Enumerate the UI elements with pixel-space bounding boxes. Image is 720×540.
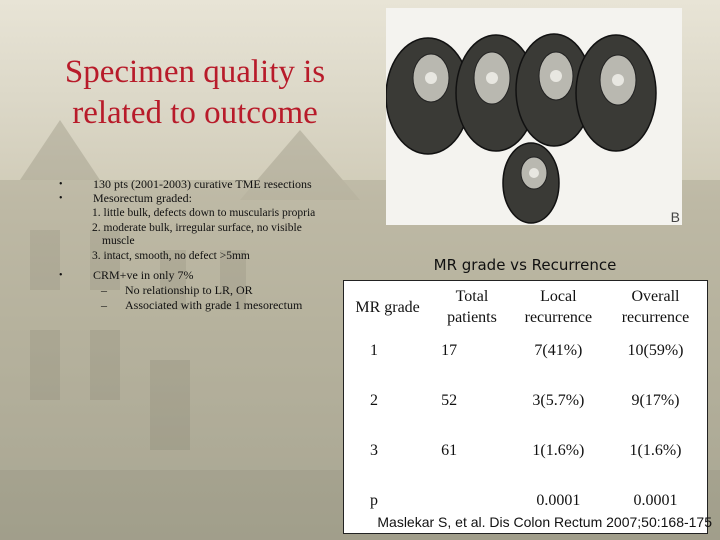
table-cell: 1(1.6%)	[532, 442, 585, 459]
specimen-slices-image	[385, 8, 682, 225]
table-cell: 0.0001	[536, 492, 581, 509]
bullet-text: 130 pts (2001-2003) curative TME resecti…	[93, 177, 312, 191]
dash-icon: –	[101, 283, 107, 297]
column-header: Total patients	[447, 288, 497, 326]
dash-icon: –	[101, 298, 107, 312]
results-table: MR grade Total patients Local recurrence…	[343, 280, 708, 534]
table-row: 3 61 1(1.6%) 1(1.6%)	[344, 433, 708, 483]
table-cell: 61	[441, 442, 458, 459]
photo-label: B	[670, 209, 680, 225]
table-title: MR grade vs Recurrence	[433, 256, 617, 274]
table-cell: 9(17%)	[631, 392, 680, 409]
bullet-item: • CRM+ve in only 7%	[55, 269, 320, 282]
bullet-item: • Mesorectum graded:	[55, 192, 320, 205]
specimen-photo: B	[385, 8, 682, 225]
slide-title: Specimen quality is related to outcome	[64, 54, 326, 131]
bullet-dot-icon: •	[59, 179, 63, 190]
table-cell: 1(1.6%)	[629, 442, 682, 459]
column-header: Overall recurrence	[621, 288, 690, 326]
grade-item: 2. moderate bulk, irregular surface, no …	[92, 222, 302, 247]
citation: Maslekar S, et al. Dis Colon Rectum 2007…	[377, 514, 712, 530]
crm-subitem-text: Associated with grade 1 mesorectum	[125, 298, 303, 312]
table-cell: 10(59%)	[627, 342, 684, 359]
table-row: 2 52 3(5.7%) 9(17%)	[344, 383, 708, 433]
table-header-row: MR grade Total patients Local recurrence…	[344, 281, 708, 334]
table-row: 1 17 7(41%) 10(59%)	[344, 333, 708, 383]
table-cell: 1	[370, 342, 378, 359]
table-cell: 17	[441, 342, 458, 359]
table-cell: p	[370, 492, 378, 509]
bullet-dot-icon: •	[59, 270, 63, 281]
table-cell: 52	[441, 392, 458, 409]
crm-subitem-text: No relationship to LR, OR	[125, 283, 253, 297]
crm-subitem: – No relationship to LR, OR	[55, 284, 320, 297]
table-cell: 3	[370, 442, 378, 459]
column-header: MR grade	[355, 298, 420, 316]
bullet-dot-icon: •	[59, 193, 63, 204]
table-cell: 0.0001	[633, 492, 678, 509]
bullet-list: • 130 pts (2001-2003) curative TME resec…	[55, 178, 320, 312]
bullet-text: Mesorectum graded:	[93, 191, 192, 205]
grade-item: 1. little bulk, defects down to muscular…	[92, 207, 316, 219]
column-header: Local recurrence	[524, 288, 593, 326]
crm-subitem: – Associated with grade 1 mesorectum	[55, 299, 320, 312]
table-cell: 3(5.7%)	[532, 392, 585, 409]
grade-item: 3. intact, smooth, no defect >5mm	[92, 250, 250, 262]
table-cell: 2	[370, 392, 378, 409]
table-cell: 7(41%)	[534, 342, 583, 359]
bullet-text: CRM+ve in only 7%	[93, 268, 194, 282]
table-row: p 0.0001 0.0001	[344, 483, 708, 534]
bullet-item: • 130 pts (2001-2003) curative TME resec…	[55, 178, 320, 191]
